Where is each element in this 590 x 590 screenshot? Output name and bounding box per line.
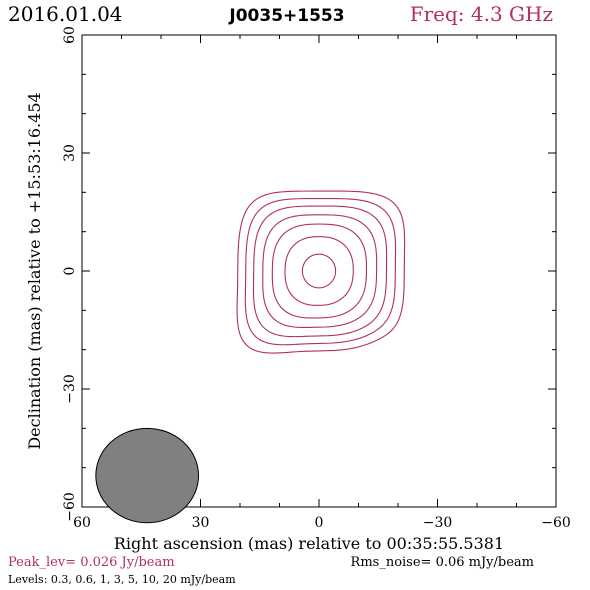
- contour-level-0.3: [236, 190, 406, 354]
- source-name: J0035+1553: [228, 6, 344, 26]
- x-axis-label: Right ascension (mas) relative to 00:35:…: [114, 534, 504, 553]
- contour-level-1: [252, 205, 388, 338]
- contour-level-10: [284, 236, 354, 306]
- y-tick-label: 0: [62, 267, 78, 276]
- y-axis-label: Declination (mas) relative to +15:53:16.…: [25, 92, 44, 449]
- axis-tick-labels: 60 30 0 −30 −60 −60 −30 0 30 60: [62, 26, 571, 531]
- rms-noise: Rms_noise= 0.06 mJy/beam: [351, 555, 534, 570]
- x-tick-label: 0: [315, 515, 324, 531]
- y-tick-label: −60: [62, 492, 78, 522]
- x-tick-label: −60: [541, 515, 571, 531]
- contour-levels: Levels: 0.3, 0.6, 1, 3, 5, 10, 20 mJy/be…: [8, 573, 236, 586]
- beam: [95, 427, 200, 524]
- contour-level-3: [262, 214, 378, 328]
- contour-level-20: [301, 253, 337, 289]
- contour-level-0.6: [244, 197, 397, 346]
- peak-level: Peak_lev= 0.026 Jy/beam: [8, 555, 175, 570]
- y-tick-label: 30: [62, 144, 78, 162]
- frequency-label: Freq: 4.3 GHz: [410, 2, 553, 26]
- beam-ellipse: [95, 427, 200, 524]
- observation-date: 2016.01.04: [8, 2, 123, 26]
- y-tick-label: 60: [62, 26, 78, 44]
- contour-lines: [236, 190, 406, 354]
- contour-level-5: [271, 223, 368, 319]
- x-tick-label: 60: [73, 515, 91, 531]
- y-tick-label: −30: [62, 374, 78, 404]
- x-tick-label: 30: [192, 515, 210, 531]
- x-tick-label: −30: [423, 515, 453, 531]
